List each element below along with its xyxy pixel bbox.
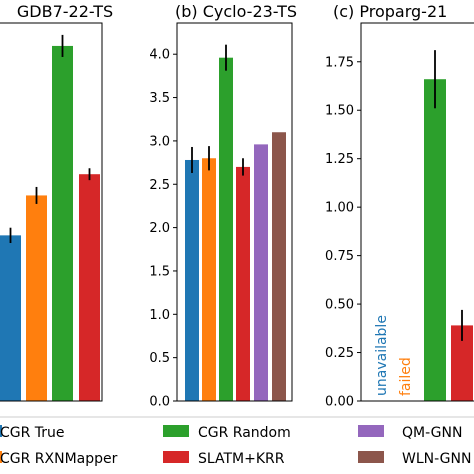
panel-a bbox=[0, 22, 103, 402]
panel-c-title: (c) Proparg-21 bbox=[333, 2, 447, 21]
panel-b-ytick-label: 0.5 bbox=[149, 351, 170, 366]
panel-a-bar-cgr-rxnmapper bbox=[26, 195, 47, 401]
panel-c-ytick-label: 0.25 bbox=[325, 346, 354, 361]
panel-b-bar-cgr-rxnmapper bbox=[202, 158, 216, 401]
panel-b-y-axis: 0.0 0.5 1.0 1.5 2.0 2.5 3.0 3.5 4.0 bbox=[149, 48, 177, 410]
panel-c-ytick-label: 1.75 bbox=[325, 55, 354, 70]
legend-swatch-qm-gnn bbox=[358, 425, 384, 437]
legend-frame bbox=[0, 416, 474, 474]
legend-label-qm-gnn: QM-GNN bbox=[402, 425, 462, 441]
panel-b-ytick-label: 3.5 bbox=[149, 91, 170, 106]
panel-b-ytick-label: 1.5 bbox=[149, 264, 170, 279]
panel-b-bar-cgr-random bbox=[219, 57, 233, 402]
panel-b: 0.0 0.5 1.0 1.5 2.0 2.5 3.0 3.5 4.0 bbox=[149, 22, 293, 410]
panel-a-frame bbox=[0, 22, 103, 402]
panel-b-ytick-label: 1.0 bbox=[149, 308, 170, 323]
panel-a-bar-slatm-krr bbox=[79, 174, 100, 401]
panel-b-ytick-label: 0.0 bbox=[149, 395, 170, 410]
legend-label-wln-gnn: WLN-GNN bbox=[402, 451, 471, 467]
panel-c-ytick-label: 1.00 bbox=[325, 201, 354, 216]
legend-swatch-slatm-krr bbox=[163, 451, 189, 463]
panel-c-ytick-label: 0.00 bbox=[325, 395, 354, 410]
panel-c-frame bbox=[360, 22, 474, 402]
legend-swatch-cgr-rxnmapper bbox=[0, 451, 2, 463]
panel-c-y-axis: 0.00 0.25 0.50 0.75 1.00 1.25 1.50 1.75 bbox=[325, 55, 361, 410]
panel-a-bars bbox=[0, 34, 100, 402]
legend-swatch-wln-gnn bbox=[358, 451, 384, 463]
legend-swatch-cgr-random bbox=[163, 425, 189, 437]
legend-label-slatm-krr: SLATM+KRR bbox=[198, 451, 285, 467]
panel-a-bar-cgr-random bbox=[52, 45, 73, 402]
panel-b-ytick-label: 2.5 bbox=[149, 178, 170, 193]
panel-c-ytick-label: 0.50 bbox=[325, 298, 354, 313]
annotation-failed: failed bbox=[398, 357, 414, 396]
panel-b-bar-slatm-krr bbox=[236, 166, 250, 401]
panel-b-bars bbox=[185, 44, 286, 402]
panel-b-frame bbox=[176, 22, 293, 402]
panel-b-title: (b) Cyclo-23-TS bbox=[175, 2, 297, 21]
panel-c-bar-slatm-krr bbox=[451, 325, 473, 401]
panel-b-ytick-label: 4.0 bbox=[149, 48, 170, 63]
panel-a-bar-cgr-true bbox=[0, 235, 21, 401]
panel-b-ytick-label: 2.0 bbox=[149, 221, 170, 236]
legend: CGR True CGR RXNMapper CGR Random SLATM+… bbox=[0, 416, 474, 474]
panel-c-bars bbox=[424, 50, 473, 401]
panel-c-ytick-label: 1.25 bbox=[325, 152, 354, 167]
panel-c-ytick-label: 1.50 bbox=[325, 104, 354, 119]
legend-swatch-cgr-true bbox=[0, 425, 2, 437]
legend-label-cgr-true: CGR True bbox=[0, 425, 65, 441]
panel-b-bar-qm-gnn bbox=[254, 144, 268, 401]
panel-c-ytick-label: 0.75 bbox=[325, 249, 354, 264]
legend-label-cgr-random: CGR Random bbox=[198, 425, 291, 441]
panel-b-bar-cgr-true bbox=[185, 159, 199, 401]
panel-a-title: GDB7-22-TS bbox=[17, 2, 113, 21]
annotation-unavailable: unavailable bbox=[374, 315, 390, 396]
panel-b-ytick-label: 3.0 bbox=[149, 134, 170, 149]
legend-label-cgr-rxnmapper: CGR RXNMapper bbox=[0, 451, 118, 467]
panel-c-bar-cgr-random bbox=[424, 79, 446, 401]
panel-b-bar-wln-gnn bbox=[272, 132, 286, 401]
panel-c: 0.00 0.25 0.50 0.75 1.00 1.25 1.50 1.75 unavail… bbox=[325, 22, 474, 410]
